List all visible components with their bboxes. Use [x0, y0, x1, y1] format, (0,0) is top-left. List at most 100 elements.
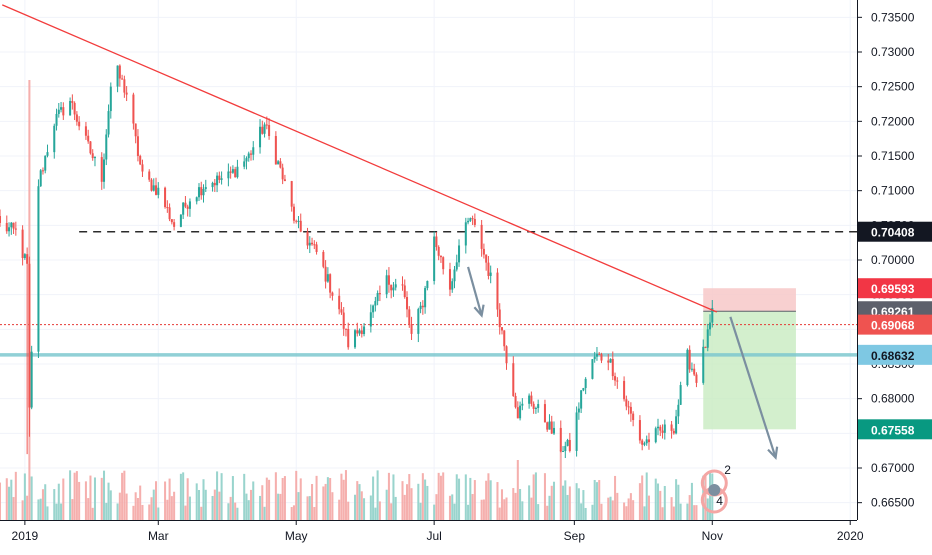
candle-body	[645, 439, 648, 444]
candle-body	[243, 161, 246, 167]
candle-body	[439, 255, 442, 258]
candle-body	[568, 439, 571, 451]
volume-bar	[656, 483, 660, 520]
volume-bar	[424, 479, 427, 520]
candle-body	[164, 187, 167, 208]
candle-body	[498, 309, 501, 328]
volume-bar	[467, 504, 470, 520]
candle-body	[702, 346, 705, 383]
volume-bar	[451, 494, 454, 520]
candle-body	[263, 124, 266, 134]
event-badge-number: 2	[724, 463, 731, 477]
candle-body	[342, 312, 345, 329]
volume-bar	[62, 478, 65, 520]
event-badge-layer: 24	[700, 463, 731, 514]
volume-bar	[331, 492, 334, 520]
volume-bar	[356, 481, 359, 520]
candle-body	[12, 222, 15, 229]
candle-body	[530, 395, 533, 404]
candle-body	[202, 188, 205, 196]
price-label-tag	[858, 344, 932, 365]
candle-body	[57, 109, 60, 114]
volume-bar	[374, 507, 377, 520]
candle-body	[139, 155, 142, 165]
volume-bar	[693, 505, 696, 520]
candle-body	[403, 285, 406, 298]
candle-body	[91, 153, 94, 159]
volume-bar	[677, 484, 680, 520]
candle-body	[591, 359, 594, 379]
volume-bar	[426, 485, 429, 520]
candle-body	[220, 178, 223, 180]
volume-bar	[249, 489, 253, 520]
volume-bar	[564, 480, 567, 520]
volume-bar	[659, 490, 662, 520]
arrow-shaft	[467, 266, 483, 316]
volume-bar	[107, 482, 110, 520]
candle-body	[134, 123, 137, 137]
candle-body	[514, 395, 517, 408]
candle-body	[426, 281, 429, 289]
candle-body	[93, 157, 96, 159]
candle-body	[505, 346, 508, 364]
candle-body	[537, 404, 540, 409]
candle-body	[125, 92, 128, 95]
candle-body	[299, 220, 302, 232]
time-axis[interactable]: 2019 Mar May Jul Sep Nov 2020	[0, 520, 932, 550]
candle-body	[704, 346, 707, 348]
price-tick-label: 0.73500	[871, 10, 915, 24]
candle-body	[609, 358, 612, 363]
candle-body	[458, 245, 461, 263]
candle-body	[629, 406, 632, 414]
candle-body	[607, 360, 610, 363]
volume-bar	[150, 497, 153, 520]
candle-body	[598, 354, 601, 356]
volume-bar	[93, 477, 96, 520]
volume-bar	[0, 482, 2, 520]
candle-body	[313, 244, 316, 246]
candle-body	[347, 329, 350, 348]
candle-body	[78, 121, 81, 127]
volume-bar	[109, 490, 112, 520]
candle-body	[41, 170, 44, 172]
volume-bar	[562, 485, 565, 520]
candle-body	[116, 65, 119, 87]
volume-bar	[39, 498, 42, 520]
candle-body	[471, 218, 474, 220]
candle-body	[647, 439, 650, 443]
candle-body	[268, 125, 271, 137]
volume-bar	[690, 482, 693, 520]
volume-bar	[641, 475, 644, 520]
time-tick-label: Sep	[564, 529, 586, 543]
volume-bar	[686, 503, 689, 520]
volume-bar	[616, 492, 619, 520]
volume-bar	[482, 499, 485, 520]
volume-bar	[136, 498, 139, 520]
price-axis[interactable]: 0.665000.670000.675000.680000.685000.690…	[857, 0, 932, 550]
candle-body	[690, 368, 693, 370]
volume-bar	[306, 496, 309, 520]
price-axis-background	[857, 0, 932, 550]
candle-body	[358, 330, 361, 334]
price-label-tag	[858, 278, 932, 299]
candle-body	[118, 65, 121, 79]
volume-bar	[347, 501, 350, 520]
volume-bar	[60, 503, 63, 520]
volume-bar	[105, 502, 108, 520]
price-label-text: 0.69068	[871, 319, 915, 333]
candle-body	[0, 216, 2, 223]
candle-body	[482, 248, 485, 255]
volume-bar	[629, 493, 632, 520]
candle-body	[521, 403, 524, 406]
volume-bar	[234, 502, 237, 520]
candle-body	[688, 349, 691, 370]
candle-body	[410, 324, 413, 334]
volume-bar	[408, 474, 411, 520]
volume-bar	[442, 472, 445, 520]
candle-body	[552, 427, 556, 434]
candle-body	[265, 124, 268, 126]
candle-body	[344, 328, 347, 330]
candle-body	[306, 231, 309, 246]
